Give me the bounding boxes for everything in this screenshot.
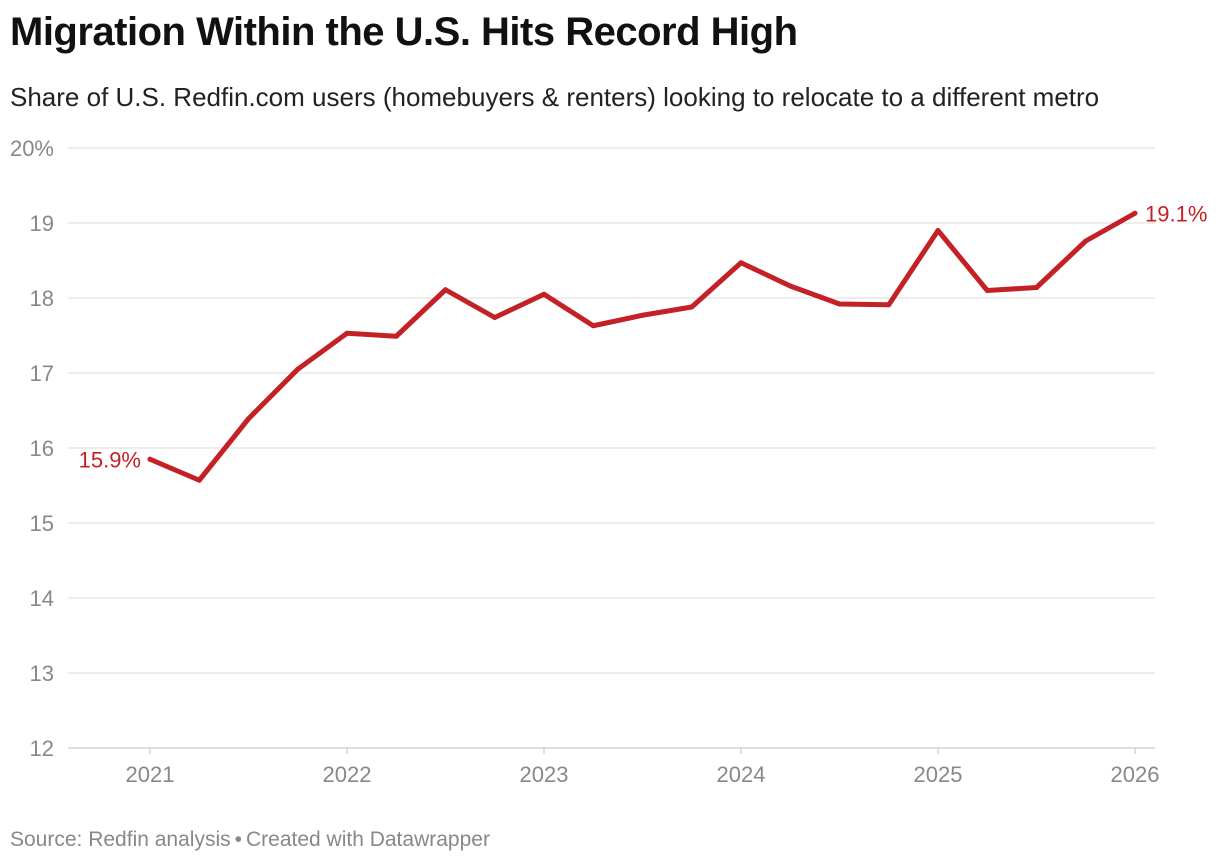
data-point [590,323,596,329]
data-label: 15.9% [79,447,141,472]
x-tick-label: 2024 [717,762,766,787]
y-tick-label: 17 [30,361,54,386]
y-tick-label: 13 [30,661,54,686]
data-point [246,416,251,422]
source-note: Source: Redfin analysis • Created with Dat… [10,828,490,852]
data-point [393,333,399,339]
series-line [147,210,1138,483]
data-point [344,330,350,336]
data-point [1132,210,1138,216]
data-point [787,283,793,289]
data-point [1034,285,1039,290]
data-point [147,456,153,462]
credit-text: Created with Datawrapper [245,828,490,851]
data-point [886,302,892,308]
gridlines [68,147,1155,749]
data-point [1083,238,1089,244]
x-tick-label: 2025 [914,762,963,787]
data-point [196,477,202,483]
series-line-layer [147,210,1138,483]
data-point [935,228,941,233]
data-point [738,260,744,266]
data-point [984,288,990,293]
y-axis-ticks: 12 13 14 15 16 17 18 19 20% [10,136,54,761]
data-point [541,291,547,297]
y-tick-label: 19 [30,211,54,236]
y-tick-label: 16 [30,436,54,461]
data-point [443,287,448,293]
x-tick-label: 2026 [1111,762,1160,787]
y-tick-label: 15 [30,511,54,536]
y-tick-label: 14 [30,586,54,611]
data-point [492,315,498,320]
data-point [837,301,842,307]
y-tick-label: 20% [10,136,54,161]
data-label: 19.1% [1145,201,1207,226]
data-point [689,304,695,310]
x-tick-label: 2023 [520,762,569,787]
data-point [640,312,645,318]
footer-separator: • [234,828,242,851]
source-text: Source: Redfin analysis [10,828,231,851]
y-tick-label: 18 [30,286,54,311]
x-axis-ticks: 2021 2022 2023 2024 2025 2026 [126,748,1160,787]
x-tick-label: 2021 [126,762,175,787]
annotation-layer: 15.9% 19.1% [79,201,1208,472]
data-point [295,366,301,372]
chart-subtitle: Share of U.S. Redfin.com users (homebuye… [10,82,1100,112]
y-tick-label: 12 [30,736,54,761]
x-tick-label: 2022 [323,762,372,787]
chart-title: Migration Within the U.S. Hits Record Hi… [10,10,798,54]
